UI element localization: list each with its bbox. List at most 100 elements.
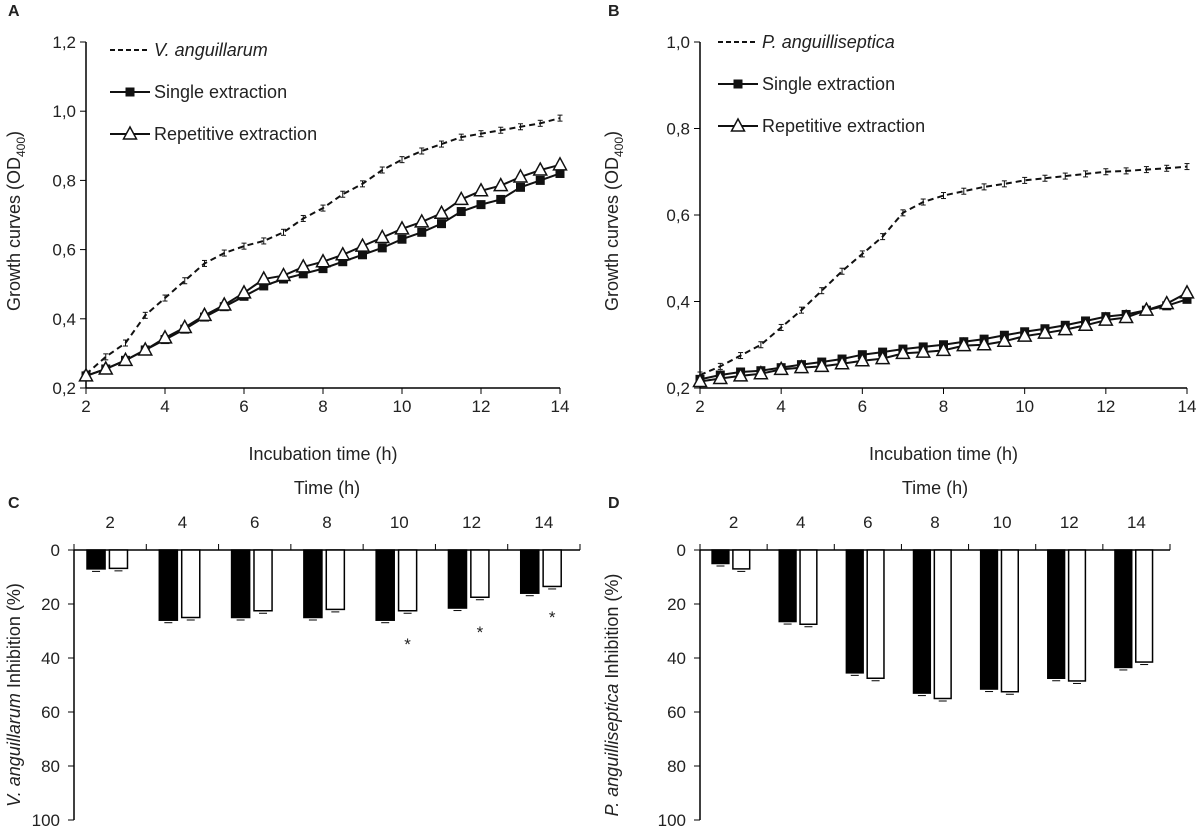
legend-label: Repetitive extraction [762,116,925,136]
x-axis-label: Incubation time (h) [248,444,397,464]
bar-white [1000,549,1020,693]
bar-black [303,549,323,619]
y-tick-label: 0,6 [52,241,76,260]
data-point [417,227,427,237]
data-point [732,367,749,382]
data-point [516,182,525,192]
y-tick-label: 0,8 [666,120,690,139]
data-point [753,365,769,380]
category-label: 8 [930,513,939,532]
data-point [97,360,114,375]
bar-white [799,549,818,625]
data-point [1098,311,1114,326]
legend-marker [730,117,746,132]
legend-label: Single extraction [762,74,895,94]
y-tick-label: 0,2 [52,379,76,398]
bar-black [375,549,395,621]
series-dashed [83,114,563,378]
data-point [496,194,506,204]
bar-black [230,549,251,619]
legend-label: V. anguillarum [154,40,268,60]
data-point [915,343,931,358]
y-tick-label: 40 [667,649,686,668]
bar-white [470,549,490,598]
x-tick-label: 4 [776,397,785,416]
legend-item: P. anguilliseptica [718,32,895,52]
bar-black [158,549,179,621]
y-tick-label: 0,4 [52,310,76,329]
x-tick-label: 8 [318,397,327,416]
y-tick-label: 60 [667,703,686,722]
data-point [535,175,545,185]
line-chart-b: 2 4 6 8 10 12 14 0,2 0,4 0,6 0,8 1,0 Incubation time… [602,32,1196,464]
bar-black [447,549,468,609]
significance-marker: * [477,623,484,642]
legend-label: P. anguilliseptica [762,32,895,52]
data-point [773,360,789,376]
bar-white [732,549,751,570]
data-point [512,168,529,183]
x-tick-label: 6 [858,397,867,416]
bar-white [933,549,952,700]
data-point [315,253,331,268]
y-tick-label: 0 [677,541,686,560]
x-axis-label: Incubation time (h) [869,444,1018,464]
data-point [555,168,565,178]
data-point [1016,327,1033,342]
category-label: 6 [250,513,259,532]
y-tick-label: 80 [41,757,60,776]
category-label: 6 [863,513,872,532]
series-square [695,294,1192,384]
category-label: 12 [462,513,481,532]
data-point [354,237,371,252]
data-point [397,234,407,244]
y-tick-label: 20 [667,595,686,614]
data-point [956,337,972,352]
data-point [492,177,509,192]
bar-black [519,549,540,594]
data-point [552,156,568,171]
data-point [1037,324,1053,339]
data-point [895,344,911,360]
legend-marker [125,87,135,97]
legend-item: V. anguillarum [110,40,268,60]
bar-black [1047,549,1066,679]
x-tick-label: 2 [81,397,90,416]
significance-marker: * [549,608,556,627]
x-axis-label: Time (h) [294,478,360,498]
data-point [78,367,94,382]
data-point [196,306,213,322]
data-point [275,266,292,282]
data-point [1138,301,1155,316]
data-point [692,372,708,388]
bar-black [979,549,999,690]
x-tick-label: 2 [695,397,704,416]
x-tick-label: 12 [1096,397,1115,416]
y-tick-label: 100 [658,811,686,830]
x-tick-label: 14 [551,397,570,416]
y-tick-label: 0 [51,541,60,560]
y-tick-label: 0,4 [666,293,690,312]
y-axis-label: Growth curves (OD400) [4,131,28,311]
category-label: 4 [796,513,805,532]
data-point [1158,295,1175,310]
x-tick-label: 10 [393,397,412,416]
bar-black [845,549,864,674]
x-tick-label: 14 [1178,397,1197,416]
x-tick-label: 12 [472,397,491,416]
bar-white [1067,549,1087,682]
data-point [358,250,367,260]
y-tick-label: 100 [32,811,60,830]
data-point [935,341,952,357]
y-tick-label: 80 [667,757,686,776]
y-tick-label: 1,2 [52,33,76,52]
legend-item: Single extraction [718,74,895,94]
category-label: 8 [322,513,331,532]
significance-marker: * [404,635,411,654]
data-point [338,257,348,267]
y-tick-label: 60 [41,703,60,722]
data-point [437,219,446,229]
data-point [157,329,173,344]
panel-label-d: D [608,495,620,512]
x-tick-label: 8 [939,397,948,416]
